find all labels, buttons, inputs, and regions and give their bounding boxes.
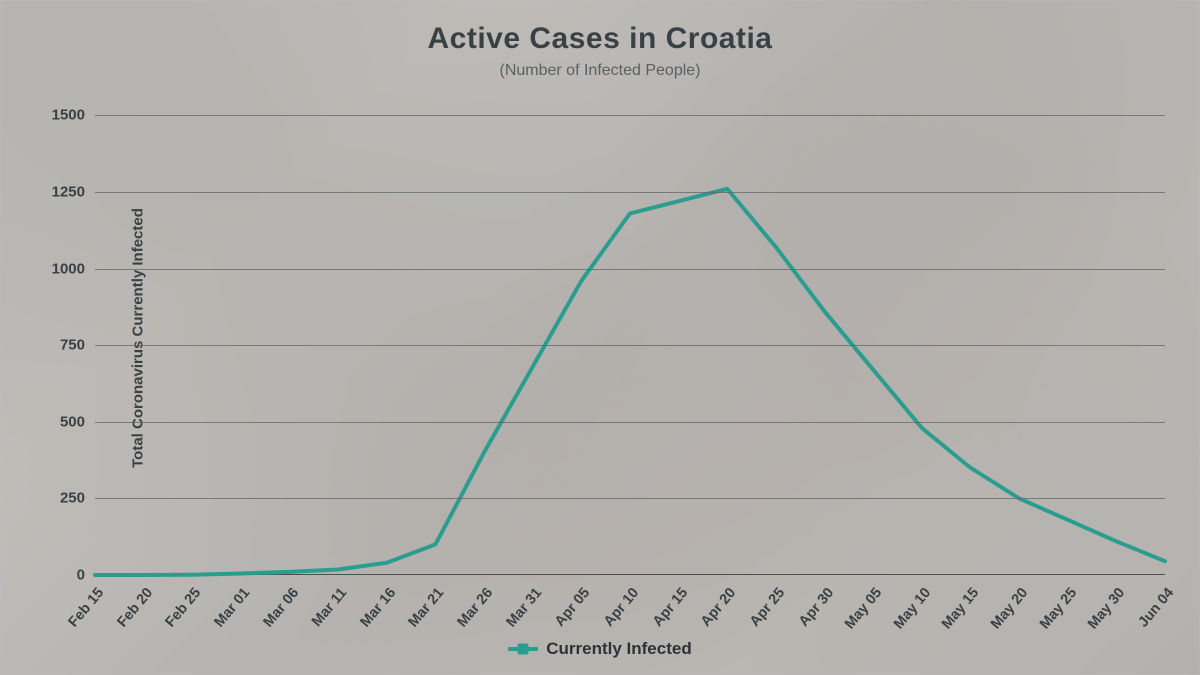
x-tick-label: Mar 01 bbox=[211, 585, 253, 630]
chart-container: Active Cases in Croatia (Number of Infec… bbox=[0, 0, 1200, 675]
y-tick-label: 250 bbox=[60, 490, 95, 507]
x-tick-label: May 15 bbox=[939, 585, 982, 632]
legend-label: Currently Infected bbox=[546, 639, 691, 659]
legend-item: Currently Infected bbox=[508, 639, 691, 659]
x-tick-label: Feb 20 bbox=[114, 585, 156, 630]
x-tick-label: Mar 16 bbox=[357, 585, 399, 630]
x-tick-label: Apr 10 bbox=[601, 585, 642, 630]
x-tick-label: Apr 20 bbox=[698, 585, 739, 630]
y-tick-label: 1500 bbox=[52, 107, 95, 124]
x-tick-label: Apr 05 bbox=[552, 585, 593, 630]
x-tick-label: Feb 25 bbox=[163, 585, 205, 630]
x-tick-label: Mar 21 bbox=[406, 585, 448, 630]
x-tick-label: Apr 15 bbox=[650, 585, 691, 630]
x-tick-label: Feb 15 bbox=[65, 585, 107, 630]
x-tick-label: May 05 bbox=[842, 585, 885, 632]
gridline bbox=[95, 192, 1165, 193]
chart-subtitle: (Number of Infected People) bbox=[0, 62, 1200, 80]
x-tick-label: Mar 26 bbox=[455, 585, 497, 630]
x-tick-label: Mar 11 bbox=[309, 585, 350, 630]
legend-swatch-icon bbox=[508, 642, 538, 656]
gridline bbox=[95, 269, 1165, 270]
x-tick-label: May 20 bbox=[988, 585, 1031, 632]
gridline bbox=[95, 345, 1165, 346]
line-chart-svg bbox=[95, 100, 1165, 575]
y-tick-label: 500 bbox=[60, 413, 95, 430]
x-tick-label: Mar 06 bbox=[260, 585, 302, 630]
x-tick-label: May 10 bbox=[891, 585, 934, 632]
gridline bbox=[95, 498, 1165, 499]
x-tick-label: Jun 04 bbox=[1135, 585, 1177, 630]
x-tick-label: May 25 bbox=[1037, 585, 1080, 632]
y-tick-label: 0 bbox=[77, 567, 95, 584]
series-line bbox=[95, 189, 1165, 575]
y-tick-label: 1250 bbox=[52, 183, 95, 200]
gridline bbox=[95, 422, 1165, 423]
plot-area: 0250500750100012501500Feb 15Feb 20Feb 25… bbox=[95, 100, 1165, 575]
y-tick-label: 1000 bbox=[52, 260, 95, 277]
legend: Currently Infected bbox=[0, 639, 1200, 661]
y-tick-label: 750 bbox=[60, 337, 95, 354]
gridline bbox=[95, 115, 1165, 116]
x-tick-label: Mar 31 bbox=[503, 585, 545, 630]
chart-title: Active Cases in Croatia bbox=[0, 22, 1200, 56]
x-tick-label: May 30 bbox=[1085, 585, 1128, 632]
x-tick-label: Apr 30 bbox=[796, 585, 837, 630]
x-tick-label: Apr 25 bbox=[747, 585, 788, 630]
